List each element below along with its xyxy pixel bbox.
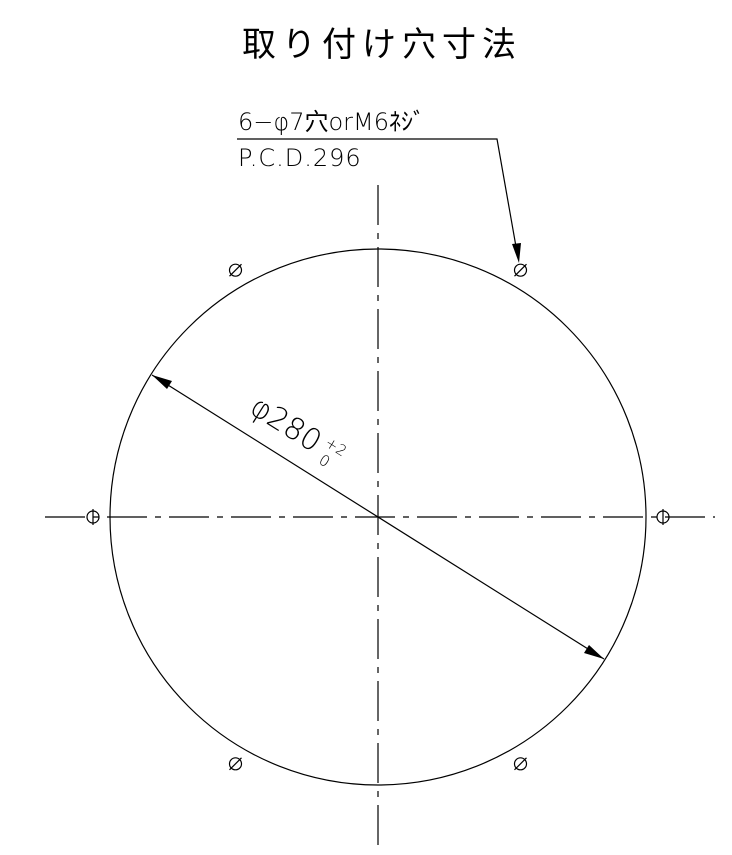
arrowhead [584,645,604,659]
hole [514,263,527,277]
title: 取り付け穴寸法 [242,25,522,65]
dimension-text: φ280 +2 0 [244,389,350,471]
outline-circle [109,248,647,786]
hole [229,757,242,771]
hole [513,263,528,277]
hole-note: 6−φ7穴orM6ﾈｼﾞ [238,108,425,136]
hole [228,263,243,277]
leader-line [237,138,519,259]
hole [229,263,242,277]
holes [86,263,670,771]
dimension-label: φ280 [244,389,328,460]
arrowhead [512,243,521,263]
dimension-line [151,374,605,660]
arrowhead [152,375,172,389]
hole [513,757,528,771]
tolerance-lower: 0 [316,451,334,471]
hole [514,757,527,771]
pcd-note: P.C.D.296 [238,144,362,172]
hole [228,757,243,771]
